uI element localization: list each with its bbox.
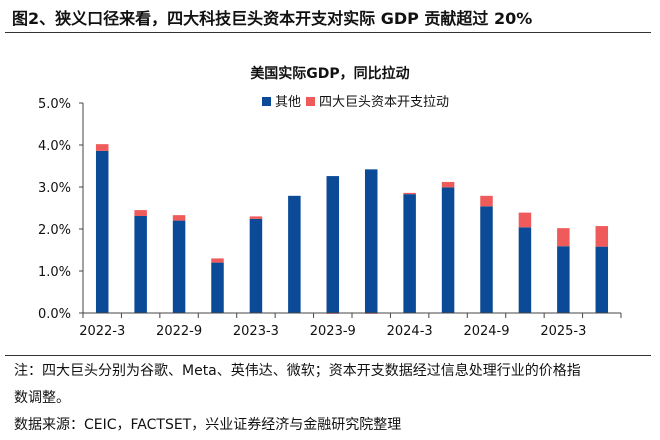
bar-big4-2024-12: [518, 212, 532, 228]
note-line-1: 注：四大巨头分别为谷歌、Meta、英伟达、微软；资本开支数据经过信息处理行业的价…: [14, 363, 581, 379]
bar-other-2023-9: [326, 176, 340, 313]
y-tick-label: 3.0%: [38, 181, 71, 196]
notes-divider: [5, 355, 651, 356]
x-tick-label: 2023-9: [310, 324, 356, 339]
chart-title: 美国实际GDP，同比拉动: [250, 65, 409, 82]
bar-other-2023-3: [249, 218, 263, 313]
x-tick-label: 2025-3: [540, 324, 586, 339]
x-axis: 2022-3 2022-9 2023-3 2023-9 2024-3 2024-9 2025…: [79, 312, 622, 339]
bar-big4-2022-9: [172, 215, 186, 221]
bar-big4-2022-12: [211, 258, 224, 263]
y-tick-label: 2.0%: [38, 223, 71, 238]
legend: 其他 四大巨头资本开支拉动: [262, 95, 449, 110]
legend-label-other: 其他: [275, 95, 301, 110]
stacked-bar-chart: 美国实际GDP，同比拉动 0.0% 1.0% 2.0% 3.0% 4.0% 5.0% 20…: [38, 65, 622, 339]
bar-big4-2024-6: [441, 181, 455, 188]
note-line-2: 数调整。: [14, 390, 70, 406]
bar-other-2025-6: [595, 246, 609, 313]
bar-other-2023-6: [288, 195, 301, 313]
legend-label-big4: 四大巨头资本开支拉动: [319, 95, 449, 110]
bar-other-2024-6: [441, 187, 455, 313]
bar-other-2024-3: [403, 194, 416, 313]
y-tick-label: 1.0%: [38, 265, 71, 280]
source-note: 数据来源：CEIC，FACTSET，兴业证券经济与金融研究院整理: [14, 417, 402, 433]
bars: [95, 144, 609, 314]
x-tick-label: 2024-3: [387, 324, 433, 339]
bar-other-2022-6: [134, 215, 147, 313]
bar-big4-2024-9: [480, 195, 493, 207]
bar-big4-2023-3: [249, 216, 263, 219]
y-tick-label: 5.0%: [38, 97, 71, 112]
x-tick-label: 2023-3: [233, 324, 279, 339]
bar-big4-2025-6: [595, 226, 609, 247]
bar-other-2025-3: [557, 246, 570, 313]
bar-other-2024-9: [480, 206, 493, 313]
bar-other-2024-12: [518, 227, 532, 313]
y-tick-label: 4.0%: [38, 139, 71, 154]
bar-other-2022-3: [95, 150, 109, 313]
bar-big4-2022-6: [134, 210, 147, 216]
bar-big4-2024-3: [403, 192, 416, 195]
title-divider: [5, 32, 651, 33]
bar-big4-2025-3: [557, 228, 570, 247]
legend-swatch-other: [262, 97, 271, 106]
figure-title: 图2、狭义口径来看，四大科技巨头资本开支对实际 GDP 贡献超过 20%: [12, 9, 533, 28]
x-tick-label: 2024-9: [463, 324, 509, 339]
bar-big4-2022-3: [95, 144, 109, 151]
y-tick-label: 0.0%: [38, 307, 71, 322]
bar-other-2023-12: [364, 169, 378, 313]
bar-other-2022-9: [172, 220, 186, 313]
bar-other-2022-12: [211, 262, 224, 313]
y-axis: 0.0% 1.0% 2.0% 3.0% 4.0% 5.0%: [38, 97, 84, 322]
x-tick-label: 2022-9: [156, 324, 202, 339]
x-tick-label: 2022-3: [79, 324, 125, 339]
legend-swatch-big4: [306, 97, 315, 106]
